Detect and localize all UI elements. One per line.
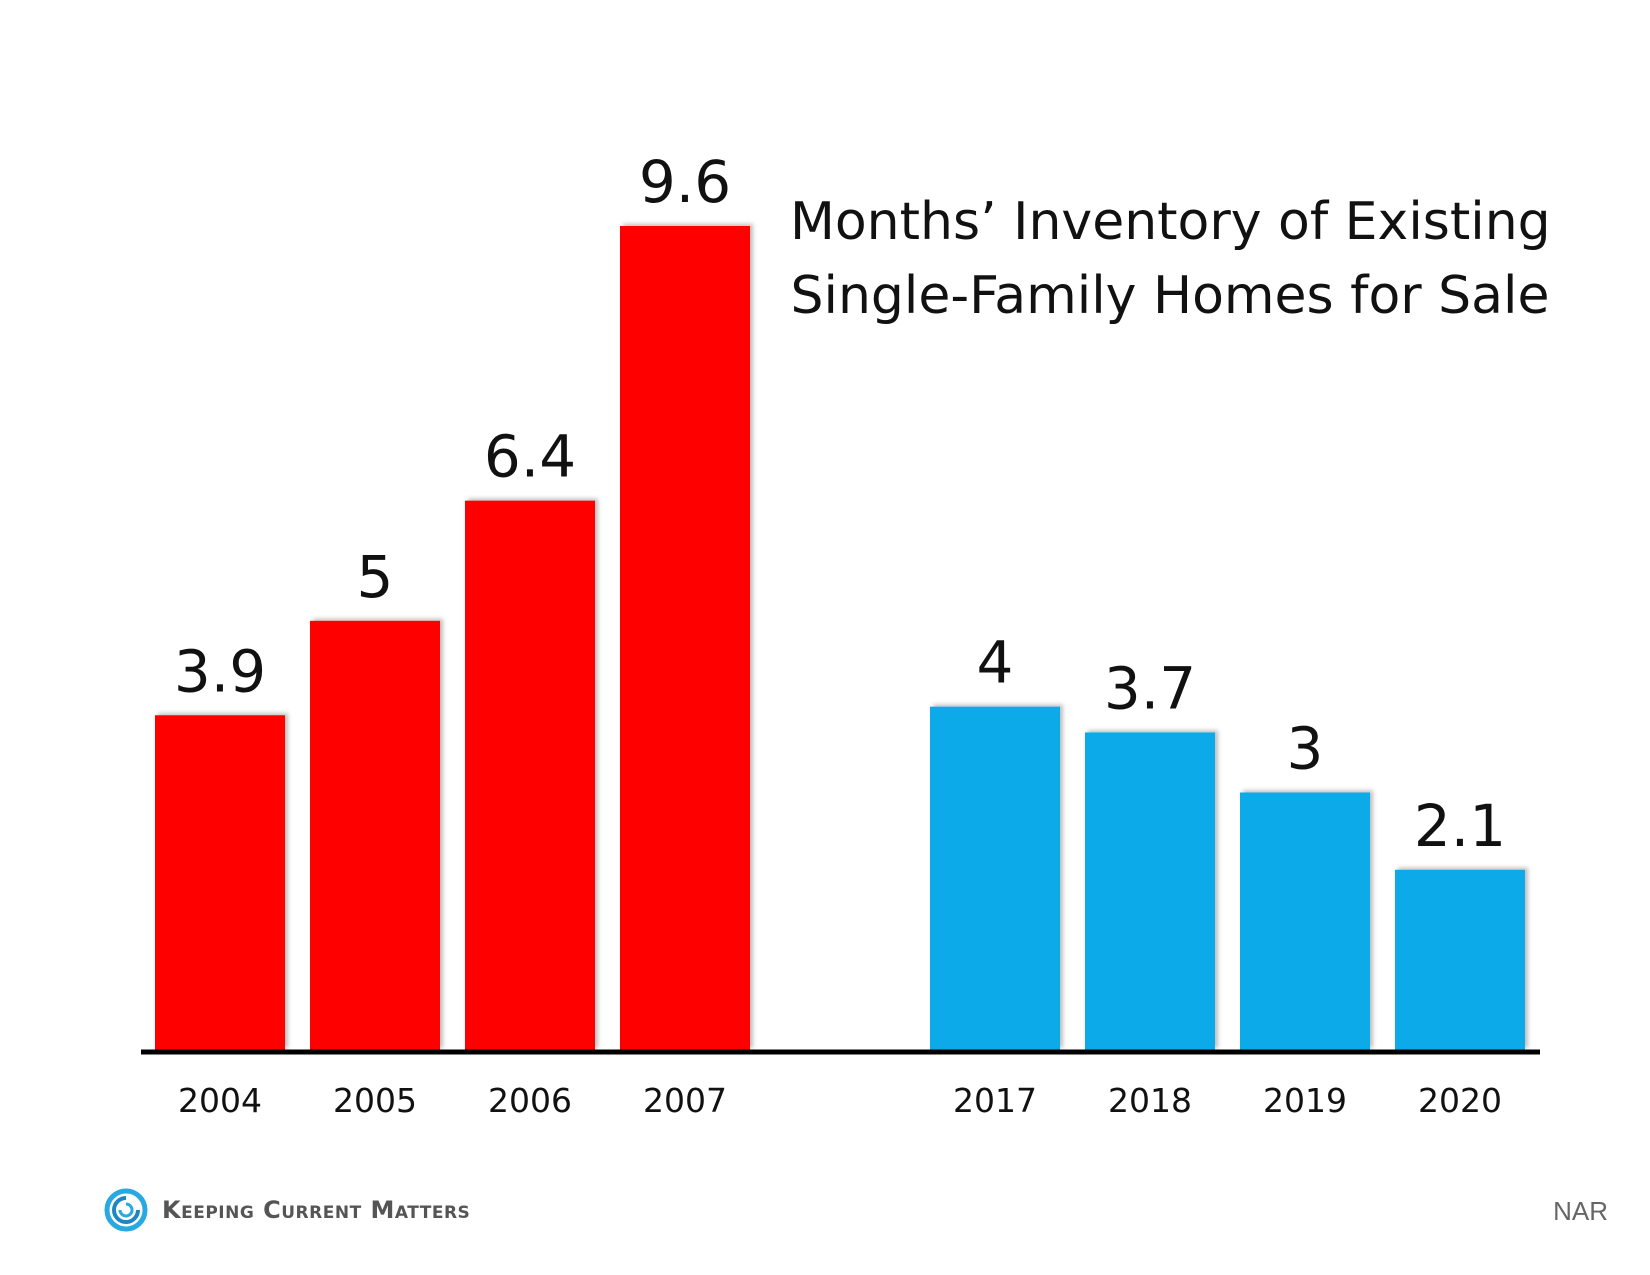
value-label-2020: 2.1 [1414,792,1506,860]
bar-2006 [465,500,595,1051]
x-tick-label-2005: 2005 [333,1081,417,1120]
x-tick-label-2019: 2019 [1263,1081,1347,1120]
value-label-2018: 3.7 [1104,654,1196,722]
bar-2007 [620,226,750,1050]
value-label-2004: 3.9 [174,637,266,705]
bar-2017 [930,706,1060,1050]
source-label: NAR [1553,1196,1608,1226]
x-tick-label-2007: 2007 [643,1081,727,1120]
x-tick-label-2017: 2017 [953,1081,1037,1120]
x-tick-label-2004: 2004 [178,1081,262,1120]
chart-title-line-1: Months’ Inventory of Existing [790,192,1551,252]
value-label-2006: 6.4 [484,423,576,491]
bar-2005 [310,620,440,1050]
value-label-2005: 5 [357,543,394,611]
value-label-2017: 4 [977,629,1014,697]
swirl-logo-icon [104,1188,148,1232]
x-tick-label-2006: 2006 [488,1081,572,1120]
value-label-2019: 3 [1287,715,1324,783]
x-tick-label-2020: 2020 [1418,1081,1502,1120]
x-tick-label-2018: 2018 [1108,1081,1192,1120]
bar-2004 [155,715,285,1050]
logo-text: Keeping Current Matters [162,1196,471,1224]
chart-title: Months’ Inventory of Existing Single-Fam… [790,185,1551,333]
bar-2018 [1085,732,1215,1050]
bar-2019 [1240,792,1370,1050]
keeping-current-matters-logo: Keeping Current Matters [104,1188,470,1232]
bar-2020 [1395,869,1525,1050]
value-label-2007: 9.6 [639,148,731,216]
chart-title-line-2: Single-Family Homes for Sale [790,266,1550,326]
